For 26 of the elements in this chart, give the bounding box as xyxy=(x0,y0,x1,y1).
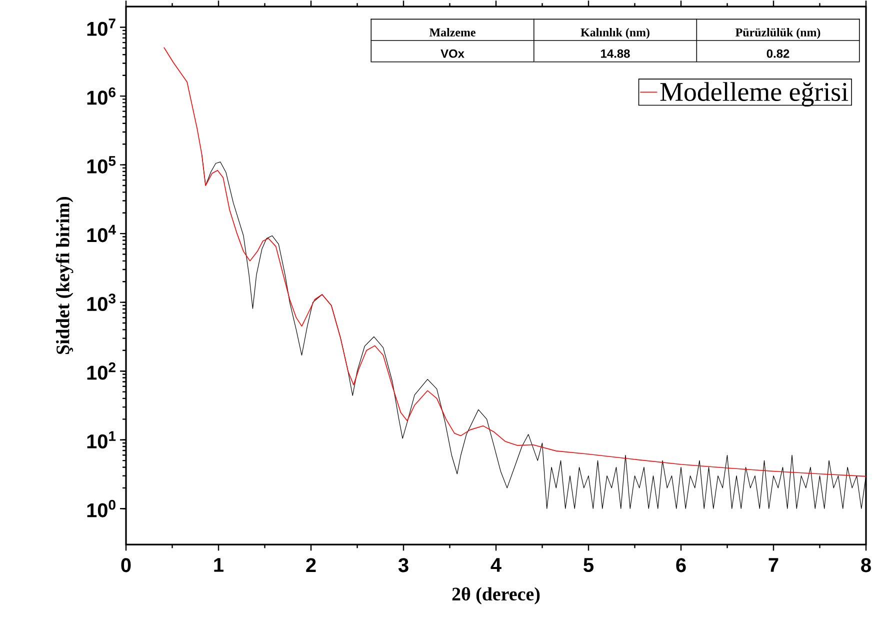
x-tick-label: 8 xyxy=(861,558,871,572)
y-tick-label: 10$^{2}$ xyxy=(87,362,116,380)
x-tick-label: 5 xyxy=(584,558,594,572)
y-tick-label: 10$^{5}$ xyxy=(87,156,116,174)
x-tick-label: 7 xyxy=(768,558,778,572)
y-tick-label: 10$^{7}$ xyxy=(87,18,116,36)
x-tick-label: 6 xyxy=(676,558,686,572)
x-tick-label: 0 xyxy=(121,558,131,572)
x-tick-label: 1 xyxy=(214,558,224,572)
y-axis-title: Şiddet (keyfi birim) xyxy=(56,197,74,354)
y-tick-label: 10$^{0}$ xyxy=(87,500,116,518)
annotation: Kalınlık (nm) xyxy=(580,28,650,40)
legend-label: Modelleme eğrisi xyxy=(660,82,848,107)
y-tick-label: 10$^{4}$ xyxy=(87,225,116,242)
annotation: 14.88 xyxy=(601,50,630,58)
annotation: VOx xyxy=(440,50,464,58)
y-tick-label: 10$^{3}$ xyxy=(87,294,116,312)
y-tick-label: 10$^{6}$ xyxy=(87,88,116,105)
y-tick-label: 10$^{1}$ xyxy=(87,431,116,449)
annotation: 0.82 xyxy=(766,50,790,58)
x-tick-label: 4 xyxy=(490,558,502,572)
annotation: Pürüzlülük (nm) xyxy=(736,28,820,40)
x-tick-label: 2 xyxy=(306,558,316,572)
x-tick-label: 3 xyxy=(398,558,408,572)
annotation: Malzeme xyxy=(429,28,476,37)
x-axis-title: 2θ (derece) xyxy=(452,587,540,605)
